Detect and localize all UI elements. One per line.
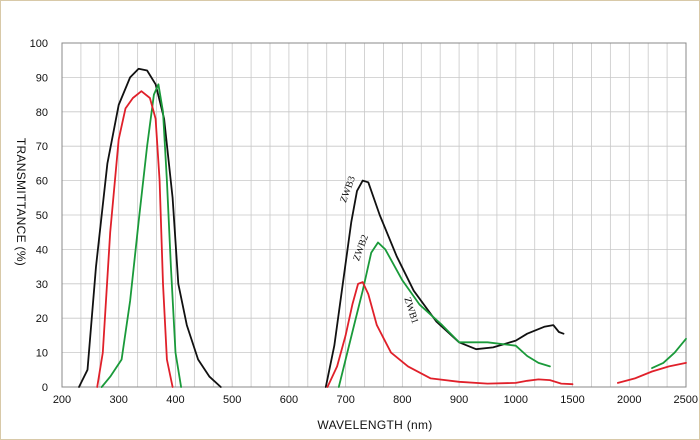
y-tick-label: 10 bbox=[36, 348, 48, 360]
x-tick-label: 900 bbox=[450, 394, 468, 406]
x-tick-label: 300 bbox=[110, 394, 128, 406]
x-tick-label: 200 bbox=[53, 394, 71, 406]
y-tick-labels: 0 10 20 30 40 50 60 70 80 90 100 bbox=[30, 38, 48, 394]
series-line-zwb1 bbox=[617, 362, 687, 384]
x-tick-label: 600 bbox=[280, 394, 298, 406]
series-line-zwb2 bbox=[100, 83, 182, 388]
grid bbox=[61, 42, 687, 388]
x-tick-label: 1500 bbox=[560, 394, 584, 406]
y-tick-label: 50 bbox=[36, 210, 48, 222]
series-line-zwb1 bbox=[326, 281, 574, 388]
series-line-zwb1 bbox=[96, 90, 174, 388]
series-line-zwb3 bbox=[324, 179, 565, 388]
x-tick-label: 1000 bbox=[504, 394, 528, 406]
y-tick-label: 60 bbox=[36, 176, 48, 188]
series-lines bbox=[78, 67, 687, 388]
x-tick-label: 2000 bbox=[617, 394, 641, 406]
y-tick-label: 100 bbox=[30, 38, 48, 50]
y-tick-label: 30 bbox=[36, 279, 48, 291]
x-tick-labels: 200 300 400 500 600 700 800 900 1000 1500 2000 2500 bbox=[53, 394, 698, 406]
x-tick-label: 700 bbox=[336, 394, 354, 406]
plot-border bbox=[61, 42, 687, 388]
series-line-zwb2 bbox=[651, 337, 687, 369]
x-tick-label: 500 bbox=[223, 394, 241, 406]
y-tick-label: 0 bbox=[42, 382, 48, 394]
series-line-zwb3 bbox=[78, 67, 222, 388]
x-tick-label: 2500 bbox=[674, 394, 698, 406]
x-tick-label: 800 bbox=[393, 394, 411, 406]
y-tick-label: 90 bbox=[36, 72, 48, 84]
curve-label-zwb2: ZWB2 bbox=[351, 233, 371, 262]
y-tick-label: 40 bbox=[36, 244, 48, 256]
y-tick-label: 70 bbox=[36, 141, 48, 153]
series-line-zwb2 bbox=[337, 241, 551, 388]
y-tick-label: 20 bbox=[36, 313, 48, 325]
x-tick-label: 400 bbox=[166, 394, 184, 406]
axes bbox=[61, 42, 687, 388]
y-tick-label: 80 bbox=[36, 107, 48, 119]
x-axis-title: WAVELENGTH (nm) bbox=[317, 418, 432, 432]
y-axis-title: TRANSMITTANCE (%) bbox=[14, 138, 28, 266]
